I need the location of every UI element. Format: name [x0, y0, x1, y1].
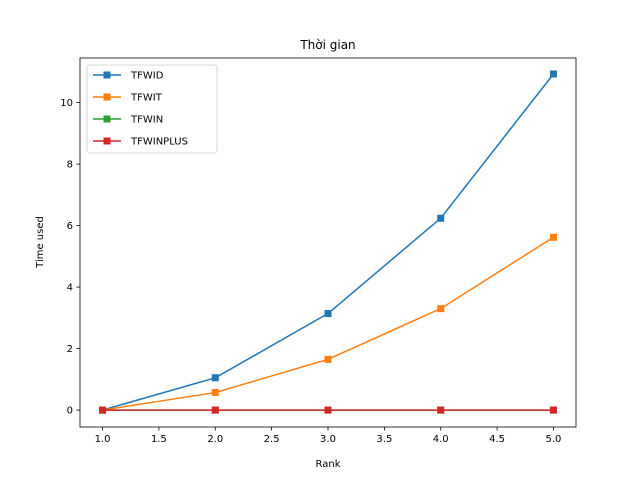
- data-point-tfwinplus: [211, 406, 219, 414]
- legend-item-tfwid: TFWID: [93, 71, 164, 82]
- legend: TFWID TFWIT TFWIN TFWINPLUS: [86, 64, 218, 154]
- data-point-tfwit: [324, 355, 332, 363]
- legend-swatch-marker: [103, 71, 111, 79]
- legend-box: [86, 64, 218, 154]
- y-tick-label: 2: [67, 344, 73, 355]
- y-tick-label: 4: [67, 283, 73, 294]
- legend-swatch-marker: [103, 93, 111, 101]
- y-tick-label: 8: [67, 160, 73, 171]
- data-point-tfwinplus: [549, 406, 557, 414]
- y-tick-label: 6: [67, 221, 73, 232]
- y-tick-label: 10: [60, 98, 73, 109]
- data-point-tfwinplus: [437, 406, 445, 414]
- x-tick-label: 3.5: [376, 434, 392, 445]
- data-point-tfwit: [549, 233, 557, 241]
- x-tick-label: 1.5: [151, 434, 167, 445]
- legend-label: TFWIT: [130, 93, 163, 104]
- legend-swatch-marker: [103, 115, 111, 123]
- legend-label: TFWIN: [130, 115, 163, 126]
- chart-title: Thời gian: [299, 38, 355, 52]
- x-tick-label: 2.5: [264, 434, 280, 445]
- x-tick-label: 4.0: [433, 434, 449, 445]
- legend-item-tfwinplus: TFWINPLUS: [93, 137, 188, 148]
- data-point-tfwinplus: [99, 406, 107, 414]
- y-tick-label: 0: [67, 406, 73, 417]
- series-layer: [99, 70, 557, 414]
- legend-swatch-marker: [103, 137, 111, 145]
- legend-item-tfwit: TFWIT: [93, 93, 163, 104]
- data-point-tfwit: [211, 389, 219, 397]
- axis-ticks: 1.0 1.5 2.0 2.5 3.0 3.5 4.0 4.5 5.0 0 2 4 6 8 10: [60, 98, 561, 445]
- data-point-tfwinplus: [324, 406, 332, 414]
- data-point-tfwid: [437, 214, 445, 222]
- x-tick-label: 4.5: [489, 434, 505, 445]
- series-tfwinplus: [99, 406, 557, 414]
- legend-item-tfwin: TFWIN: [93, 115, 163, 126]
- y-axis-label: Time used: [35, 216, 46, 269]
- x-tick-label: 3.0: [320, 434, 336, 445]
- data-point-tfwid: [324, 310, 332, 318]
- x-tick-label: 1.0: [95, 434, 111, 445]
- legend-label: TFWID: [130, 71, 164, 82]
- data-point-tfwid: [211, 374, 219, 382]
- x-tick-label: 5.0: [546, 434, 562, 445]
- plot-frame: [79, 57, 577, 428]
- x-axis-label: Rank: [316, 459, 341, 470]
- x-tick-label: 2.0: [207, 434, 223, 445]
- data-point-tfwit: [437, 305, 445, 313]
- data-point-tfwid: [549, 70, 557, 78]
- legend-label: TFWINPLUS: [130, 137, 188, 148]
